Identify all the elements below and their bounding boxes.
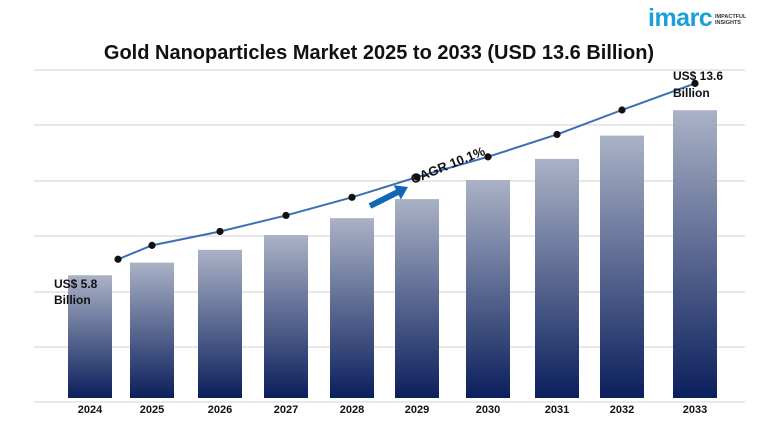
bar-2027 <box>264 235 308 398</box>
trend-polyline <box>117 82 696 261</box>
x-tick-label: 2030 <box>476 404 500 416</box>
trend-marker-2027 <box>282 211 290 220</box>
trend-marker-2033 <box>691 79 699 88</box>
trend-marker-2030 <box>484 153 492 161</box>
x-tick-label: 2026 <box>208 404 232 416</box>
end-value-label: US$ 13.6 <box>673 69 723 83</box>
start-value-label: US$ 5.8 <box>54 277 98 291</box>
cagr-arrow-head <box>393 185 408 200</box>
x-tick-label: 2028 <box>340 404 364 416</box>
end-value-unit: Billion <box>673 86 710 100</box>
trend-marker-2031 <box>553 130 561 139</box>
bar-2028 <box>330 218 374 398</box>
trend-marker-2032 <box>618 106 626 114</box>
logo-word: imarc <box>648 4 713 32</box>
logo-tagline: IMPACTFUL INSIGHTS <box>715 14 747 26</box>
trend-marker-2028 <box>348 193 356 201</box>
cagr-arrow-shaft <box>368 187 403 209</box>
bar-2026 <box>198 249 242 398</box>
chart-title: Gold Nanoparticles Market 2025 to 2033 (… <box>103 42 655 64</box>
trend-marker-2024 <box>114 255 122 263</box>
bar-2025 <box>130 262 174 398</box>
imarc-logo: imarc IMPACTFUL INSIGHTS <box>648 4 756 34</box>
x-tick-label: 2029 <box>405 404 429 416</box>
trend-marker-2025 <box>148 241 156 249</box>
trend-marker-2029 <box>413 173 421 181</box>
x-tick-label: 2032 <box>610 404 634 416</box>
x-tick-label: 2031 <box>545 404 569 416</box>
bar-2030 <box>466 180 510 398</box>
trend-line <box>114 79 699 263</box>
x-tick-label: 2033 <box>683 404 707 416</box>
bars <box>68 110 717 398</box>
bar-2033 <box>673 110 717 398</box>
x-tick-label: 2025 <box>140 404 164 416</box>
bar-2029 <box>395 199 439 398</box>
x-tick-labels: 2024 2025 2026 2027 2028 2029 2030 2031 2032 2033 <box>78 404 707 416</box>
x-tick-label: 2027 <box>274 404 298 416</box>
bar-2032 <box>600 135 644 398</box>
bar-2031 <box>535 158 579 398</box>
x-tick-label: 2024 <box>78 404 103 416</box>
trend-marker-2026 <box>216 227 224 236</box>
start-value-unit: Billion <box>54 293 91 307</box>
bar-2024 <box>68 275 112 398</box>
